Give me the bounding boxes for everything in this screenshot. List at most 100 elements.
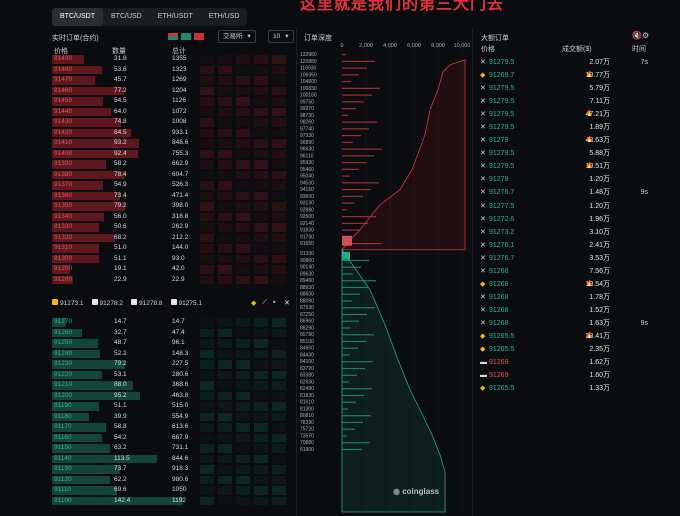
bid-row[interactable]: 91190 51.1 515.0 [52, 401, 190, 412]
big-order-row[interactable]: ✕ 91279.5 🔥 10.51万 [480, 160, 670, 173]
gear-icon[interactable]: ⚙ [642, 31, 650, 40]
ask-price: 91480 [54, 65, 73, 73]
bid-row[interactable]: 91110 69.6 1050 [52, 485, 190, 496]
ask-row[interactable]: 91330 50.6 262.9 [52, 222, 190, 233]
big-order-row[interactable]: ✕ 91279.5 1.89万 [480, 121, 670, 134]
heatmap-row [200, 264, 290, 275]
bid-row[interactable]: 91210 88.0 368.6 [52, 380, 190, 391]
bid-row[interactable]: 91140 113.5 844.6 [52, 454, 190, 465]
bid-depth-bar [342, 448, 362, 451]
heatmap-cell [254, 170, 268, 179]
ask-row[interactable]: 91440 64.0 1072 [52, 107, 190, 118]
bid-row[interactable]: 91120 62.2 980.6 [52, 475, 190, 486]
big-order-row[interactable]: ▬ 91269 1.60万 [480, 369, 670, 382]
bid-row[interactable]: 91180 39.9 554.9 [52, 412, 190, 423]
bid-row[interactable]: 91130 73.7 918.3 [52, 464, 190, 475]
ask-row[interactable]: 91400 92.4 755.3 [52, 149, 190, 160]
ask-qty: 64.0 [114, 107, 127, 115]
depth-price-label: 81300 [300, 406, 314, 412]
ask-row[interactable]: 91480 53.6 1323 [52, 65, 190, 76]
ask-row[interactable]: 91320 68.2 212.2 [52, 233, 190, 244]
ask-row[interactable]: 91490 31.8 1355 [52, 54, 190, 65]
big-order-row[interactable]: ✕ 91268 1.78万 [480, 291, 670, 304]
tab-btc-usdt[interactable]: BTC/USDT [52, 8, 103, 26]
ask-price: 91460 [54, 86, 73, 94]
bid-row[interactable]: 91240 52.2 148.3 [52, 349, 190, 360]
ask-row[interactable]: 91450 54.5 1126 [52, 96, 190, 107]
ask-row[interactable]: 91380 78.4 604.7 [52, 170, 190, 181]
okx-toggle-icon[interactable]: ▪ [273, 299, 276, 306]
big-order-row[interactable]: ✕ 91268 1.63万 9s [480, 317, 670, 330]
ask-row[interactable]: 91350 79.2 398.0 [52, 201, 190, 212]
bid-row[interactable]: 91260 32.7 47.4 [52, 328, 190, 339]
big-order-row[interactable]: ◆ 91269.7 🔥 10.77万 [480, 69, 670, 82]
big-order-row[interactable]: ◆ 91265.5 🔥 28.41万 [480, 330, 670, 343]
big-order-row[interactable]: ✕ 91276.7 1.48万 9s [480, 186, 670, 199]
ask-row[interactable]: 91340 56.0 318.8 [52, 212, 190, 223]
bid-row[interactable]: 91150 63.2 731.1 [52, 443, 190, 454]
tab-btc-usd[interactable]: BTC/USD [111, 13, 142, 20]
heatmap-cell [200, 486, 214, 495]
big-order-row[interactable]: ✕ 91268 1.52万 [480, 304, 670, 317]
ask-row[interactable]: 91410 93.2 848.6 [52, 138, 190, 149]
big-order-row[interactable]: ✕ 91279.5 7.11万 [480, 95, 670, 108]
depth-bar [52, 318, 66, 327]
big-order-row[interactable]: ◆ 91265.5 2.35万 [480, 343, 670, 356]
ask-row[interactable]: 91290 19.1 42.0 [52, 264, 190, 275]
depth-select[interactable]: 10 ▾ [268, 30, 294, 43]
bid-row[interactable]: 91170 58.8 613.6 [52, 422, 190, 433]
ask-depth-bar [342, 189, 371, 191]
big-order-row[interactable]: ✕ 91268 7.56万 [480, 265, 670, 278]
heatmap-row [200, 191, 290, 202]
bid-row[interactable]: 91100 142.4 1192 [52, 496, 190, 507]
big-order-row[interactable]: ✕ 91279 1.20万 [480, 173, 670, 186]
ask-row[interactable]: 91370 54.9 526.3 [52, 180, 190, 191]
big-order-row[interactable]: ✕ 91273.2 3.10万 [480, 226, 670, 239]
ask-row[interactable]: 91420 84.5 933.1 [52, 128, 190, 139]
ask-heatmap [200, 54, 290, 285]
tab-eth-usdt[interactable]: ETH/USDT [157, 13, 193, 20]
bybit-toggle-icon[interactable]: ⟋ [262, 299, 267, 306]
bid-row[interactable]: 91230 79.2 227.5 [52, 359, 190, 370]
ask-row[interactable]: 91430 74.8 1008 [52, 117, 190, 128]
ask-row[interactable]: 91310 51.0 144.0 [52, 243, 190, 254]
big-order-row[interactable]: ✕ 91279.5 5.79万 [480, 82, 670, 95]
bid-row[interactable]: 91160 54.2 667.9 [52, 433, 190, 444]
big-order-row[interactable]: ✕ 91276.1 2.41万 [480, 239, 670, 252]
depth-price-label: 132980 [300, 52, 317, 58]
heatmap-cell [236, 160, 250, 169]
big-order-row[interactable]: ◆ 91265.5 1.33万 [480, 382, 670, 395]
ask-row[interactable]: 91460 77.2 1204 [52, 86, 190, 97]
bid-row[interactable]: 91270 14.7 14.7 [52, 317, 190, 328]
view-bids-icon[interactable] [181, 33, 191, 40]
bid-row[interactable]: 91200 95.2 463.8 [52, 391, 190, 402]
big-order-amount: 🔥 10.51万 [585, 160, 610, 173]
big-order-row[interactable]: ✕ 91279.5 2.07万 7s [480, 56, 670, 69]
ask-row[interactable]: 91360 73.4 471.4 [52, 191, 190, 202]
bid-row[interactable]: 91250 48.7 96.1 [52, 338, 190, 349]
binance-toggle-icon[interactable]: ◆ [251, 300, 257, 307]
big-order-amount: 1.20万 [589, 173, 610, 186]
big-order-row[interactable]: ◆ 91268 🔥 10.54万 [480, 278, 670, 291]
okx-icon: ✕ [480, 215, 486, 223]
view-asks-icon[interactable] [194, 33, 204, 40]
ask-row[interactable]: 91390 58.2 662.9 [52, 159, 190, 170]
big-order-row[interactable]: ✕ 91279 🔥 48.63万 [480, 134, 670, 147]
bid-row[interactable]: 91220 53.1 280.6 [52, 370, 190, 381]
okx-icon: ✕ [480, 163, 486, 171]
mute-icon[interactable]: 🔇 [632, 31, 642, 40]
ask-row[interactable]: 91300 51.1 93.0 [52, 254, 190, 265]
exchange-select[interactable]: 交易所 ▾ [218, 30, 256, 43]
big-order-row[interactable]: ✕ 91279.5 🔥 47.21万 [480, 108, 670, 121]
tab-eth-usd[interactable]: ETH/USD [208, 13, 240, 20]
ask-row[interactable]: 91280 22.9 22.9 [52, 275, 190, 286]
big-order-row[interactable]: ✕ 91276.7 3.53万 [480, 252, 670, 265]
big-order-row[interactable]: ✕ 91277.5 1.20万 [480, 200, 670, 213]
ask-row[interactable]: 91470 45.7 1269 [52, 75, 190, 86]
view-both-icon[interactable] [168, 33, 178, 40]
coinbase-toggle-icon[interactable]: ✕ [284, 300, 290, 307]
heatmap-cell [254, 149, 268, 158]
big-order-row[interactable]: ✕ 91279.5 5.88万 [480, 147, 670, 160]
big-order-row[interactable]: ▬ 91269 1.62万 [480, 356, 670, 369]
big-order-row[interactable]: ✕ 91272.6 1.96万 [480, 213, 670, 226]
